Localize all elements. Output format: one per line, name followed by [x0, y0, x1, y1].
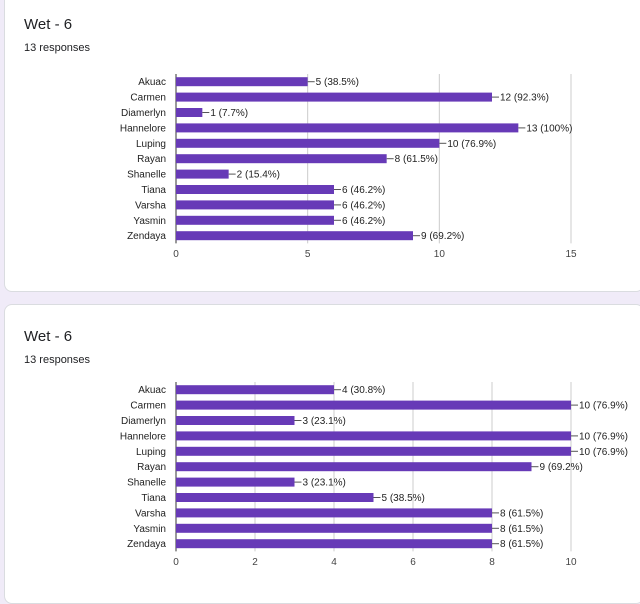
category-label: Luping: [136, 447, 166, 458]
bar: [176, 446, 571, 456]
data-label: 4 (30.8%): [342, 385, 385, 396]
bar: [176, 431, 571, 441]
data-label: 9 (69.2%): [540, 462, 583, 473]
bar: [176, 138, 440, 148]
data-label: 10 (76.9%): [447, 139, 496, 150]
bar: [176, 400, 571, 410]
category-label: Diamerlyn: [121, 416, 166, 427]
x-tick-label: 15: [565, 249, 577, 260]
category-label: Diamerlyn: [121, 108, 166, 119]
data-label: 3 (23.1%): [303, 416, 346, 427]
bar: [176, 385, 334, 395]
bar: [176, 508, 492, 518]
data-label: 1 (7.7%): [210, 108, 248, 119]
bar: [176, 169, 229, 179]
question-title: Wet - 6: [24, 16, 73, 33]
data-label: 5 (38.5%): [382, 493, 425, 504]
x-tick-label: 0: [173, 249, 179, 260]
category-label: Shanelle: [127, 170, 166, 181]
data-label: 10 (76.9%): [579, 431, 628, 442]
x-tick-label: 5: [305, 249, 311, 260]
bar: [176, 493, 374, 502]
data-label: 8 (61.5%): [500, 508, 543, 519]
category-label: Rayan: [137, 462, 166, 473]
bar: [176, 185, 334, 194]
bar: [176, 154, 387, 164]
x-tick-label: 0: [173, 557, 179, 568]
category-label: Shanelle: [127, 478, 166, 489]
category-label: Akuac: [138, 77, 166, 88]
data-label: 8 (61.5%): [500, 524, 543, 535]
response-count: 13 responses: [24, 42, 91, 54]
data-label: 9 (69.2%): [421, 231, 464, 242]
category-label: Carmen: [130, 401, 166, 412]
bar: [176, 231, 413, 241]
data-label: 10 (76.9%): [579, 447, 628, 458]
category-label: Rayan: [137, 154, 166, 165]
category-label: Zendaya: [127, 539, 166, 550]
bar: [176, 462, 532, 472]
x-tick-label: 2: [252, 557, 258, 568]
x-tick-label: 4: [331, 557, 337, 568]
category-label: Hannelore: [120, 123, 167, 134]
bar: [176, 215, 334, 225]
category-label: Tiana: [141, 493, 166, 504]
bar: [176, 523, 492, 533]
data-label: 6 (46.2%): [342, 200, 385, 211]
bar: [176, 200, 334, 210]
bar: [176, 123, 519, 133]
category-label: Carmen: [130, 93, 166, 104]
data-label: 6 (46.2%): [342, 185, 385, 196]
bar: [176, 539, 492, 549]
data-label: 8 (61.5%): [395, 154, 438, 165]
data-label: 13 (100%): [526, 123, 572, 134]
category-label: Yasmin: [133, 524, 166, 535]
category-label: Luping: [136, 139, 166, 150]
data-label: 12 (92.3%): [500, 93, 549, 104]
bar: [176, 108, 203, 117]
bar: [176, 477, 295, 487]
bar: [176, 92, 492, 102]
category-label: Varsha: [135, 508, 166, 519]
bar: [176, 416, 295, 425]
data-label: 2 (15.4%): [237, 170, 280, 181]
data-label: 6 (46.2%): [342, 216, 385, 227]
category-label: Yasmin: [133, 216, 166, 227]
response-count: 13 responses: [24, 354, 91, 366]
category-label: Tiana: [141, 185, 166, 196]
x-tick-label: 10: [434, 249, 446, 260]
x-tick-label: 10: [565, 557, 577, 568]
data-label: 10 (76.9%): [579, 401, 628, 412]
category-label: Hannelore: [120, 431, 167, 442]
x-tick-label: 6: [410, 557, 416, 568]
question-title: Wet - 6: [24, 328, 73, 345]
data-label: 8 (61.5%): [500, 539, 543, 550]
data-label: 5 (38.5%): [316, 77, 359, 88]
data-label: 3 (23.1%): [303, 478, 346, 489]
category-label: Zendaya: [127, 231, 166, 242]
category-label: Akuac: [138, 385, 166, 396]
x-tick-label: 8: [489, 557, 495, 568]
bar: [176, 77, 308, 87]
category-label: Varsha: [135, 200, 166, 211]
